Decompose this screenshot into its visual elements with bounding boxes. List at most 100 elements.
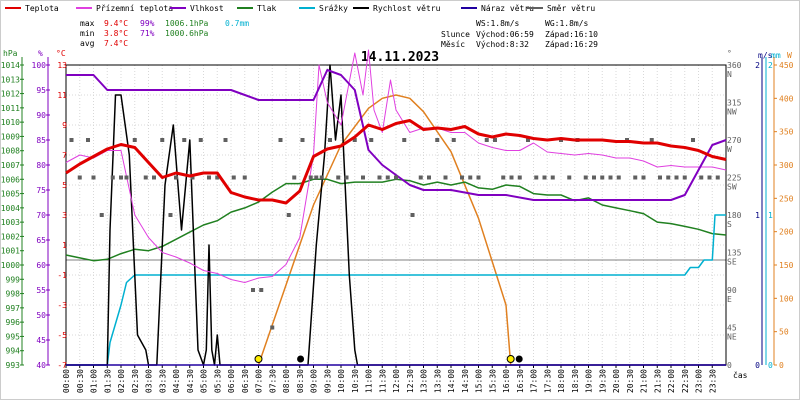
x-tick-label: 21:00	[640, 369, 649, 393]
wind-direction-point	[608, 175, 613, 180]
x-tick-label: 03:00	[145, 369, 154, 393]
x-tick-label: 19:30	[598, 369, 607, 393]
wind-direction-point	[207, 175, 211, 180]
info-sun-set: Západ:16:10	[545, 30, 598, 39]
series-slunce-line	[257, 94, 512, 366]
stats-pressure: 1000.6hPa	[165, 29, 209, 38]
wind-direction-point	[168, 213, 173, 217]
x-tick-label: 15:30	[488, 369, 497, 393]
series-rychlost-vetru-line	[66, 64, 726, 366]
dir-name-label: NW	[727, 108, 737, 117]
x-tick-label: 13:30	[433, 369, 442, 393]
x-tick-label: 20:30	[626, 369, 635, 393]
hpa-tick-label: 1013	[1, 75, 20, 84]
wind-tick-label: 1	[755, 211, 760, 220]
wind-direction-point	[270, 325, 275, 330]
pct-tick-label: 45	[36, 336, 46, 345]
wind-direction-point	[583, 175, 588, 180]
legend-label: Náraz větru	[481, 4, 534, 13]
hpa-tick-label: 1000	[1, 261, 20, 270]
sun-tick-label: 300	[779, 161, 794, 170]
dir-tick-label: 360	[727, 61, 742, 70]
wind-direction-point	[361, 175, 365, 180]
hpa-tick-label: 1010	[1, 118, 20, 127]
temp-tick-label: -7	[57, 361, 67, 370]
wind-direction-point	[600, 175, 605, 180]
stats-pressure: 1006.1hPa	[165, 19, 209, 28]
wind-direction-point	[493, 138, 497, 142]
dir-name-label: SW	[727, 183, 737, 192]
info-ws: WS:1.8m/s	[476, 19, 520, 28]
dir-tick-label: 180	[727, 211, 742, 220]
x-tick-label: 16:00	[502, 369, 511, 393]
chart-title: 14.11.2023	[361, 50, 439, 65]
hpa-tick-label: 1012	[1, 90, 20, 99]
x-tick-label: 21:30	[653, 369, 662, 393]
pct-tick-label: 40	[36, 361, 46, 370]
x-tick-label: 05:00	[200, 369, 209, 393]
sun-tick-label: 350	[779, 128, 794, 137]
pct-tick-label: 65	[36, 236, 46, 245]
wind-direction-point	[468, 175, 473, 180]
wind-direction-point	[410, 213, 415, 217]
x-tick-label: 03:30	[158, 369, 167, 393]
sun-tick-label: 0	[779, 361, 784, 370]
legend-label: Rychlost větru	[373, 4, 441, 13]
wind-direction-point	[99, 213, 104, 217]
wind-direction-point	[286, 213, 291, 217]
temp-tick-label: 7	[62, 151, 67, 160]
x-tick-label: 17:30	[543, 369, 552, 393]
hpa-tick-label: 993	[6, 361, 21, 370]
wind-direction-point	[132, 138, 137, 142]
wind-direction-point	[160, 138, 165, 142]
grid	[65, 64, 727, 366]
dir-name-label: N	[727, 70, 732, 79]
hpa-tick-label: 1014	[1, 61, 20, 70]
sunset-marker	[506, 355, 515, 363]
dir-name-label: S	[727, 220, 732, 229]
x-tick-label: 00:30	[76, 369, 85, 393]
wind-direction-point	[344, 175, 349, 180]
temp-tick-label: 5	[62, 181, 67, 190]
wind-direction-point	[666, 175, 671, 180]
stats-temp: 9.4°C	[104, 19, 128, 28]
wind-direction-point	[314, 175, 319, 180]
wind-direction-point	[418, 175, 423, 180]
x-tick-label: 20:00	[612, 369, 621, 393]
dir-name-label: NE	[727, 333, 737, 342]
hpa-tick-label: 1009	[1, 132, 20, 141]
wind-direction-point	[336, 175, 341, 180]
hpa-tick-label: 1008	[1, 147, 20, 156]
wind-direction-point	[119, 175, 123, 180]
temp-tick-label: 3	[62, 211, 67, 220]
x-unit: čas	[733, 370, 748, 380]
wind-direction-point	[526, 138, 530, 142]
moonset-marker	[515, 355, 523, 363]
wind-direction-point	[460, 175, 464, 180]
x-tick-label: 11:00	[365, 369, 374, 393]
x-tick-label: 05:30	[213, 369, 222, 393]
temp-tick-label: -3	[57, 301, 67, 310]
wind-direction-point	[542, 175, 547, 180]
x-tick-label: 06:30	[241, 369, 250, 393]
hpa-tick-label: 1005	[1, 190, 20, 199]
wind-direction-point	[649, 138, 654, 142]
dir-tick-label: 315	[727, 99, 742, 108]
x-tick-label: 17:00	[530, 369, 539, 393]
x-tick-label: 00:00	[62, 369, 71, 393]
x-tick-label: 01:30	[103, 369, 112, 393]
x-tick-label: 23:30	[708, 369, 717, 393]
hpa-tick-label: 1002	[1, 232, 20, 241]
rain-tick-label: 0	[768, 361, 773, 370]
temp-unit: °C	[56, 49, 66, 58]
hpa-tick-label: 1001	[1, 247, 20, 256]
dir-name-label: SE	[727, 258, 737, 267]
hpa-tick-label: 998	[6, 290, 21, 299]
wind-direction-point	[124, 175, 129, 180]
wind-direction-point	[476, 175, 481, 180]
info-wg: WG:1.8m/s	[545, 19, 589, 28]
hpa-tick-label: 994	[6, 347, 21, 356]
info-moon-rise: Východ:8:32	[476, 40, 529, 49]
x-tick-label: 10:30	[351, 369, 360, 393]
